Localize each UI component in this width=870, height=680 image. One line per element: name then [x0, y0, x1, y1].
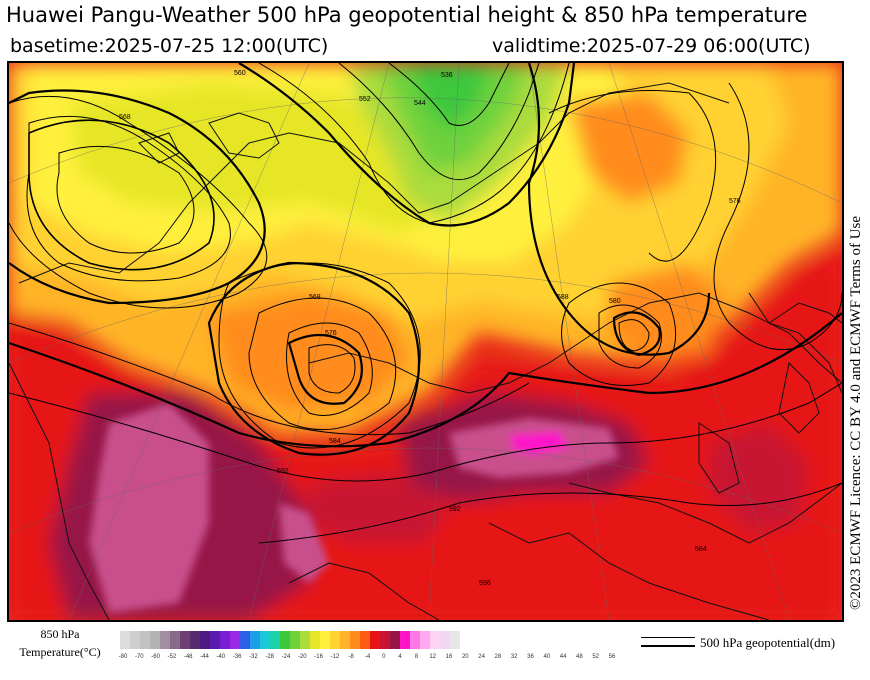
svg-text:560: 560 — [234, 70, 246, 77]
colorbar-swatch — [350, 631, 360, 649]
colorbar-tick-label: -70 — [134, 654, 144, 660]
colorbar-swatch — [180, 631, 190, 649]
colorbar-swatch — [390, 631, 400, 649]
svg-text:576: 576 — [325, 330, 337, 337]
legend-label: 500 hPa geopotential(dm) — [700, 635, 836, 650]
colorbar-swatch — [330, 631, 340, 649]
colorbar-swatch — [420, 631, 430, 649]
colorbar-tick-label: -8 — [348, 654, 354, 660]
svg-text:588: 588 — [557, 294, 569, 301]
colorbar-tick-label: -28 — [265, 654, 275, 660]
colorbar-tick-label: -40 — [216, 654, 226, 660]
svg-text:584: 584 — [329, 438, 341, 445]
svg-text:576: 576 — [729, 198, 741, 205]
colorbar-swatch — [250, 631, 260, 649]
colorbar-tick-label: 8 — [414, 654, 419, 660]
chart-title: Huawei Pangu-Weather 500 hPa geopotentia… — [6, 3, 808, 27]
svg-text:568: 568 — [119, 114, 131, 121]
colorbar-tick-label: 32 — [510, 654, 518, 660]
colorbar-tick-label: 4 — [398, 654, 402, 660]
colorbar-tick-label: 16 — [445, 654, 453, 660]
colorbar-swatch — [280, 631, 290, 649]
colorbar-swatch — [210, 631, 220, 649]
colorbar-swatch — [430, 631, 440, 649]
colorbar-tick-label: -16 — [314, 654, 323, 660]
colorbar-swatch — [190, 631, 200, 649]
graticule — [9, 63, 842, 620]
validtime-label: validtime:2025-07-29 06:00(UTC) — [492, 35, 811, 57]
colorbar-tick-label: 28 — [494, 654, 502, 660]
colorbar-tick-label: -20 — [297, 654, 307, 660]
colorbar-tick-label: 52 — [592, 654, 600, 660]
colorbar-swatch — [370, 631, 380, 649]
svg-text:592: 592 — [277, 468, 289, 475]
colorbar-swatch — [300, 631, 310, 649]
colorbar-swatch — [360, 631, 370, 649]
svg-text:552: 552 — [359, 96, 371, 103]
colorbar-tick-label: -32 — [249, 654, 258, 660]
colorbar-swatch — [150, 631, 160, 649]
colorbar-tick-label: -44 — [200, 654, 209, 660]
colorbar-swatch — [440, 631, 450, 649]
legend-thick-line — [641, 645, 695, 647]
colorbar-swatch — [320, 631, 330, 649]
colorbar-swatch — [450, 631, 460, 649]
colorbar-tick-label: -60 — [151, 654, 160, 660]
svg-text:592: 592 — [449, 506, 461, 513]
colorbar-tick-label: 12 — [429, 654, 437, 660]
colorbar-swatch — [260, 631, 270, 649]
colorbar-label-line1: 850 hPa — [40, 627, 80, 641]
colorbar-tick-label: -24 — [281, 654, 291, 660]
colorbar-swatch — [120, 631, 130, 649]
colorbar-swatch — [130, 631, 140, 649]
svg-text:544: 544 — [414, 100, 426, 107]
colorbar-swatch — [230, 631, 240, 649]
geopotential-contours-thick — [9, 63, 842, 456]
coastlines — [9, 82, 842, 620]
legend-thin-line — [641, 637, 695, 638]
copyright-credit: ©2023 ECMWF Licence: CC BY 4.0 and ECMWF… — [848, 215, 864, 610]
colorbar-swatch — [380, 631, 390, 649]
colorbar-tick-label: 24 — [478, 654, 485, 660]
colorbar-swatch — [400, 631, 410, 649]
colorbar-tick-label: 56 — [608, 654, 616, 660]
colorbar-swatch — [270, 631, 280, 649]
colorbar-tick-label: -4 — [364, 654, 371, 660]
svg-text:584: 584 — [695, 546, 707, 553]
colorbar-swatch — [290, 631, 300, 649]
temperature-colorbar — [120, 631, 460, 649]
svg-text:568: 568 — [309, 294, 321, 301]
colorbar-swatch — [240, 631, 250, 649]
colorbar-swatch — [140, 631, 150, 649]
colorbar-tick-label: -52 — [167, 654, 177, 660]
colorbar-tick-label: 0 — [382, 654, 386, 660]
colorbar-tick-label: 44 — [559, 654, 567, 660]
colorbar-tick-label: -36 — [232, 654, 242, 660]
colorbar-swatch — [200, 631, 210, 649]
colorbar-tick-label: 36 — [527, 654, 534, 660]
basetime-label: basetime:2025-07-25 12:00(UTC) — [10, 35, 329, 57]
colorbar-swatch — [220, 631, 230, 649]
colorbar-tick-label: 40 — [543, 654, 551, 660]
colorbar-swatch — [170, 631, 180, 649]
colorbar-swatch — [310, 631, 320, 649]
colorbar-tick-label: -48 — [183, 654, 193, 660]
colorbar-swatch — [340, 631, 350, 649]
colorbar-label-line2: Temperature(°C) — [19, 645, 101, 659]
svg-text:596: 596 — [479, 580, 491, 587]
colorbar-swatch — [410, 631, 420, 649]
svg-text:580: 580 — [609, 298, 621, 305]
colorbar-swatch — [160, 631, 170, 649]
colorbar-tick-label: 20 — [461, 654, 469, 660]
svg-text:536: 536 — [441, 72, 453, 79]
temperature-field — [9, 63, 842, 620]
colorbar-tick-label: -12 — [330, 654, 340, 660]
colorbar-tick-label: 48 — [576, 654, 583, 660]
weather-map: 536 544 552 560 568 576 584 592 588 580 568 576 … — [7, 61, 844, 622]
colorbar-tick-label: -80 — [118, 654, 128, 660]
